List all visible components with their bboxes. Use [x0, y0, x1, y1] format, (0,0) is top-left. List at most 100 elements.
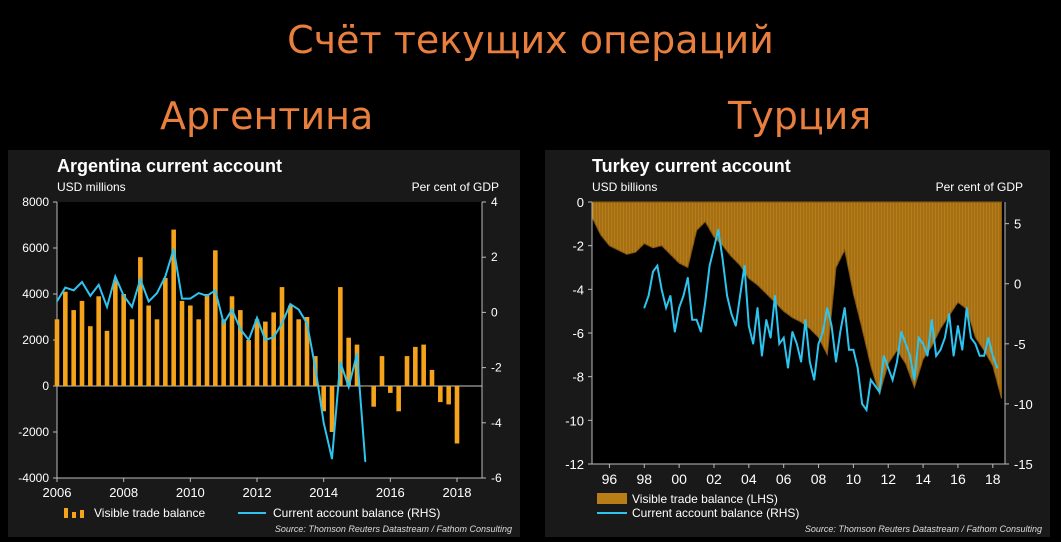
current-account-point — [281, 322, 283, 325]
current-account-point — [339, 361, 342, 363]
current-account-point — [917, 337, 920, 339]
current-account-point — [264, 339, 267, 341]
trade-balance-bar — [113, 280, 118, 386]
x-tick-label: 2018 — [443, 485, 472, 500]
current-account-point — [356, 353, 358, 355]
y-tick-label-right: -15 — [1014, 457, 1033, 472]
current-account-point — [700, 330, 702, 333]
current-account-point — [896, 361, 898, 363]
trade-balance-bar — [96, 296, 101, 386]
current-account-point — [734, 324, 737, 327]
current-account-line — [643, 229, 999, 413]
current-account-point — [904, 343, 907, 345]
current-account-point — [660, 288, 663, 291]
current-account-point — [704, 300, 707, 303]
current-account-point — [839, 330, 842, 333]
y-tick-label-left: -4000 — [18, 471, 49, 485]
y-tick-label-left: 0 — [577, 195, 584, 210]
x-tick-label: 2016 — [376, 485, 405, 500]
current-account-point — [782, 337, 785, 339]
current-account-point — [987, 337, 990, 339]
current-account-point — [669, 294, 672, 297]
current-account-point — [643, 306, 646, 309]
trade-balance-bar — [271, 312, 276, 386]
current-account-point — [322, 422, 325, 424]
current-account-point — [730, 312, 733, 315]
current-account-point — [809, 361, 811, 363]
y-tick-label-left: -2 — [572, 239, 584, 254]
current-account-point — [708, 264, 711, 267]
trade-balance-bar — [438, 386, 443, 403]
trade-balance-bar — [204, 294, 210, 386]
current-account-point — [56, 300, 58, 303]
trade-balance-bar — [79, 300, 85, 386]
current-account-point — [297, 308, 300, 311]
trade-balance-bar — [338, 287, 343, 386]
x-tick-label: 08 — [811, 471, 827, 487]
current-account-point — [970, 337, 972, 339]
current-account-point — [156, 292, 158, 294]
trade-balance-bar — [104, 330, 110, 386]
trade-balance-bar — [213, 250, 218, 386]
current-account-point — [189, 297, 192, 300]
current-account-point — [795, 343, 798, 345]
current-account-point — [131, 306, 133, 308]
current-account-point — [848, 349, 850, 351]
trade-balance-bar — [88, 326, 93, 386]
current-account-point — [256, 317, 258, 319]
y-tick-label-left: -8 — [572, 370, 584, 385]
trade-balance-bar — [246, 340, 251, 386]
argentina-chart: Argentina current account USD millions P… — [8, 150, 520, 537]
current-account-point — [726, 294, 728, 297]
current-account-point — [891, 379, 894, 381]
y-tick-label-left: 6000 — [22, 241, 49, 255]
trade-balance-bar — [296, 319, 301, 386]
x-tick-label: 14 — [915, 471, 931, 487]
current-account-point — [691, 318, 694, 321]
current-account-point — [306, 322, 308, 325]
trade-balance-bar — [379, 356, 385, 386]
trade-balance-bar — [396, 386, 401, 412]
current-account-point — [852, 349, 855, 351]
current-account-point — [717, 228, 720, 231]
left-axis-label: USD billions — [592, 180, 657, 194]
y-tick-label-right: 4 — [491, 195, 498, 209]
current-account-point — [983, 355, 985, 357]
page-title: Счёт текущих операций — [287, 18, 774, 62]
current-account-point — [97, 284, 100, 286]
legend-bar-swatch — [64, 508, 68, 518]
legend-label-current: Current account balance (RHS) — [273, 506, 440, 520]
current-account-point — [900, 330, 903, 333]
current-account-point — [222, 322, 225, 325]
y-tick-label-right: -5 — [1014, 337, 1026, 352]
x-tick-label: 02 — [706, 471, 722, 487]
current-account-point — [856, 367, 859, 369]
current-account-point — [761, 355, 763, 357]
y-tick-label-right: -2 — [491, 361, 502, 375]
y-tick-label-right: -4 — [491, 416, 502, 430]
y-tick-label-right: 5 — [1014, 217, 1021, 232]
current-account-point — [247, 339, 250, 341]
trade-balance-bar — [138, 257, 143, 386]
trade-balance-bar — [54, 319, 60, 386]
y-tick-label-left: -2000 — [18, 425, 49, 439]
current-account-point — [883, 355, 885, 357]
x-tick-label: 2008 — [109, 485, 138, 500]
argentina-caption: Аргентина — [160, 94, 374, 138]
current-account-point — [957, 324, 959, 327]
current-account-point — [364, 460, 367, 463]
y-tick-label-left: 2000 — [22, 333, 49, 347]
source-note: Source: Thomson Reuters Datastream / Fat… — [275, 524, 512, 534]
current-account-point — [721, 258, 724, 261]
chart-title: Turkey current account — [592, 156, 791, 176]
turkey-caption: Турция — [728, 94, 872, 138]
argentina-chart-panel: Argentina current account USD millions P… — [8, 150, 520, 542]
current-account-point — [939, 349, 942, 351]
x-tick-label: 04 — [741, 471, 757, 487]
current-account-point — [992, 355, 994, 357]
trade-balance-bar — [446, 386, 451, 405]
legend-bar-swatch — [80, 510, 84, 518]
current-account-point — [106, 306, 108, 308]
current-account-point — [752, 343, 754, 345]
current-account-point — [231, 308, 233, 311]
